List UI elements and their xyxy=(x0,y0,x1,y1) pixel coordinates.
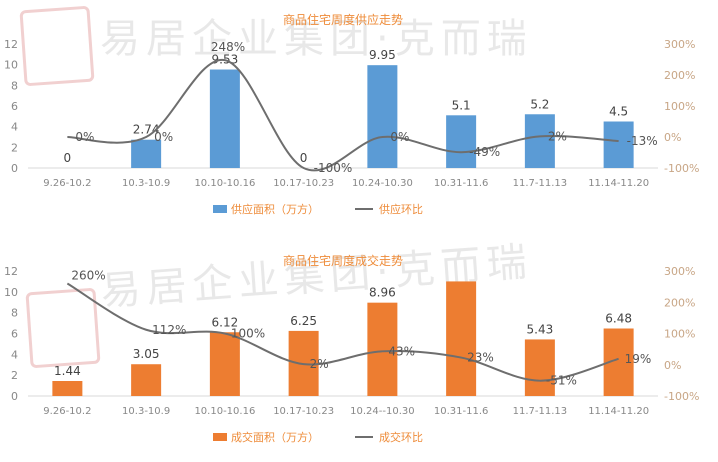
legend-swatch-bar xyxy=(213,433,227,441)
line-point-label: 43% xyxy=(388,344,415,358)
bar-2 xyxy=(209,69,240,168)
y-tick-label: 10 xyxy=(4,286,18,299)
y-tick-label: 10 xyxy=(4,59,18,72)
x-tick-label: 11.7-11.13 xyxy=(513,178,568,189)
y-tick-label: 12 xyxy=(4,38,18,51)
legend-swatch-bar xyxy=(213,205,227,213)
bar-5 xyxy=(446,281,477,396)
y-tick-label: 6 xyxy=(11,328,18,341)
y-tick-label: 8 xyxy=(11,79,18,92)
x-tick-label: 10.17-10.23 xyxy=(273,178,334,189)
x-tick-label: 10.3-10.9 xyxy=(122,178,170,189)
y2-tick-label: -100% xyxy=(664,390,699,403)
bar-value-label: 3.05 xyxy=(133,347,160,361)
x-tick-label: 10.24-10.30 xyxy=(352,178,413,189)
line-point-label: 0% xyxy=(390,130,409,144)
y2-tick-label: 100% xyxy=(664,100,695,113)
y-tick-label: 12 xyxy=(4,265,18,278)
bar-5 xyxy=(446,115,477,168)
y2-tick-label: 0% xyxy=(664,131,681,144)
bar-value-label: 8.96 xyxy=(369,286,396,300)
line-point-label: 2% xyxy=(548,129,567,143)
line-point-label: 0% xyxy=(75,130,94,144)
line-point-label: -100% xyxy=(314,161,353,175)
x-tick-label: 9.26-10.2 xyxy=(43,406,91,417)
x-tick-label: 10.24--10.30 xyxy=(350,406,414,417)
bar-value-label: 0 xyxy=(300,151,308,165)
y2-tick-label: 300% xyxy=(664,265,695,278)
line-point-label: 0% xyxy=(154,130,173,144)
legend-label-line: 供应环比 xyxy=(379,202,423,216)
chart-title-0: 商品住宅周度供应走势 xyxy=(283,12,403,27)
bar-1 xyxy=(131,364,162,396)
y2-tick-label: 200% xyxy=(664,296,695,309)
y-tick-label: 4 xyxy=(11,348,18,361)
bar-value-label: 0 xyxy=(64,151,72,165)
line-point-label: -13% xyxy=(627,134,658,148)
x-tick-label: 10.17-10.23 xyxy=(273,406,334,417)
line-point-label: 260% xyxy=(71,269,105,283)
bar-value-label: 5.2 xyxy=(530,97,549,111)
bar-4 xyxy=(367,302,398,396)
line-0 xyxy=(67,59,619,172)
bar-0 xyxy=(52,381,83,396)
x-tick-label: 10.31-11.6 xyxy=(434,406,489,417)
y-tick-label: 2 xyxy=(11,369,18,382)
legend-label-bar: 供应面积（万方） xyxy=(231,202,319,216)
line-point-label: 248% xyxy=(211,40,245,54)
x-tick-label: 10.10-10.16 xyxy=(194,406,255,417)
x-tick-label: 11.14-11.20 xyxy=(588,406,649,417)
line-1 xyxy=(66,282,619,382)
x-tick-label: 9.26-10.2 xyxy=(43,178,91,189)
bar-value-label: 5.1 xyxy=(452,98,471,112)
line-point-label: -49% xyxy=(469,145,500,159)
bar-value-label: 4.5 xyxy=(609,105,628,119)
watermark-text: 易居企业集团·克而瑞 xyxy=(100,16,533,62)
y-tick-label: 4 xyxy=(11,121,18,134)
y-tick-label: 2 xyxy=(11,141,18,154)
chart-title-1: 商品住宅周度成交走势 xyxy=(283,253,403,268)
line-point-label: 112% xyxy=(152,323,186,337)
x-tick-label: 10.10-10.16 xyxy=(194,178,255,189)
bar-6 xyxy=(524,339,555,396)
y2-tick-label: 300% xyxy=(664,38,695,51)
bar-4 xyxy=(367,65,398,168)
y-tick-label: 0 xyxy=(11,162,18,175)
bar-value-label: 6.12 xyxy=(212,315,239,329)
y-tick-label: 0 xyxy=(11,390,18,403)
bar-1 xyxy=(131,139,162,168)
y-tick-label: 6 xyxy=(11,100,18,113)
line-point-label: -51% xyxy=(546,374,577,388)
bar-value-label: 6.25 xyxy=(290,314,317,328)
x-tick-label: 10.31-11.6 xyxy=(434,178,489,189)
x-tick-label: 11.14-11.20 xyxy=(588,178,649,189)
y2-tick-label: 0% xyxy=(664,359,681,372)
bar-value-label: 5.43 xyxy=(527,322,554,336)
bar-2 xyxy=(209,332,240,396)
x-tick-label: 11.7-11.13 xyxy=(513,406,568,417)
line-point-label: 19% xyxy=(625,352,652,366)
line-point-label: 2% xyxy=(310,357,329,371)
bar-value-label: 9.95 xyxy=(369,48,396,62)
legend-label-bar: 成交面积（万方） xyxy=(231,430,319,444)
bar-value-label: 6.48 xyxy=(605,312,632,326)
y2-tick-label: 200% xyxy=(664,69,695,82)
legend-label-line: 成交环比 xyxy=(379,430,423,444)
line-point-label: 100% xyxy=(231,327,265,341)
bar-6 xyxy=(524,114,555,168)
bar-7 xyxy=(603,121,634,168)
y-tick-label: 8 xyxy=(11,307,18,320)
bar-value-label: 1.44 xyxy=(54,364,81,378)
y2-tick-label: -100% xyxy=(664,162,699,175)
line-point-label: 23% xyxy=(467,351,494,365)
x-tick-label: 10.3-10.9 xyxy=(122,406,170,417)
y2-tick-label: 100% xyxy=(664,328,695,341)
